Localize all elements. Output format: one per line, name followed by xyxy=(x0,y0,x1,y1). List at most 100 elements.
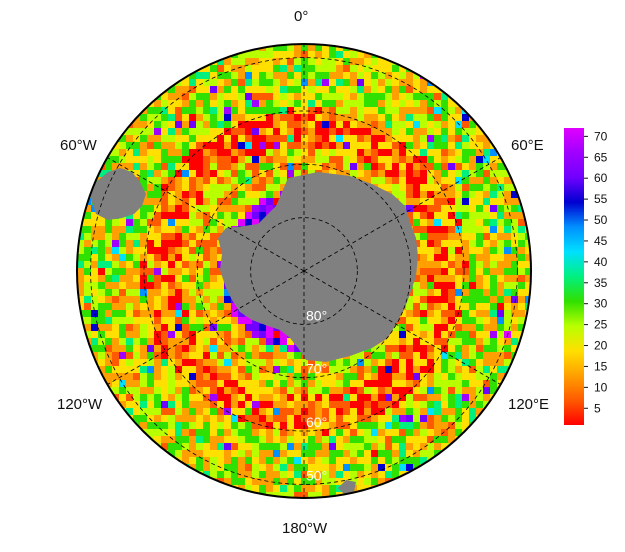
data-cell xyxy=(434,100,442,108)
data-cell xyxy=(308,450,316,458)
data-cell xyxy=(476,128,484,136)
data-cell xyxy=(301,100,309,108)
data-cell xyxy=(413,135,421,143)
data-cell xyxy=(301,457,309,465)
data-cell xyxy=(308,79,316,87)
data-cell xyxy=(525,240,531,248)
data-cell xyxy=(161,317,169,325)
data-cell xyxy=(273,79,281,87)
data-cell xyxy=(231,142,239,150)
data-cell xyxy=(385,436,393,444)
data-cell xyxy=(462,135,470,143)
data-cell xyxy=(259,156,267,164)
data-cell xyxy=(343,65,351,73)
data-cell xyxy=(182,401,190,409)
data-cell xyxy=(441,401,449,409)
data-cell xyxy=(301,422,309,430)
data-cell xyxy=(287,128,295,136)
data-cell xyxy=(399,142,407,150)
data-cell xyxy=(462,226,470,234)
data-cell xyxy=(434,184,442,192)
data-cell xyxy=(504,268,512,276)
data-cell xyxy=(238,471,246,479)
data-cell xyxy=(266,415,274,423)
data-cell xyxy=(189,107,197,115)
data-cell xyxy=(91,219,99,227)
data-cell xyxy=(210,429,218,437)
data-cell xyxy=(182,303,190,311)
data-cell xyxy=(91,317,99,325)
data-cell xyxy=(182,184,190,192)
data-cell xyxy=(483,387,491,395)
data-cell xyxy=(518,268,526,276)
data-cell xyxy=(294,128,302,136)
data-cell xyxy=(420,163,428,171)
data-cell xyxy=(175,317,183,325)
data-cell xyxy=(343,170,351,178)
data-cell xyxy=(413,373,421,381)
data-cell xyxy=(308,443,316,451)
data-cell xyxy=(343,450,351,458)
data-cell xyxy=(252,184,260,192)
data-cell xyxy=(455,296,463,304)
data-cell xyxy=(343,387,351,395)
data-cell xyxy=(392,464,400,472)
data-cell xyxy=(126,303,134,311)
data-cell xyxy=(448,233,456,241)
data-cell xyxy=(175,268,183,276)
data-cell xyxy=(259,205,267,213)
data-cell xyxy=(98,282,106,290)
data-cell xyxy=(161,233,169,241)
data-cell xyxy=(217,422,225,430)
data-cell xyxy=(399,408,407,416)
data-cell xyxy=(427,450,435,458)
data-cell xyxy=(315,86,323,94)
data-cell xyxy=(427,268,435,276)
data-cell xyxy=(161,282,169,290)
latitude-labels: 80°70°60°50° xyxy=(306,307,327,483)
data-cell xyxy=(294,65,302,73)
data-cell xyxy=(399,107,407,115)
data-cell xyxy=(315,359,323,367)
data-cell xyxy=(385,485,393,493)
data-cell xyxy=(497,303,505,311)
data-cell xyxy=(189,121,197,129)
data-cell xyxy=(84,247,92,255)
data-cell xyxy=(112,240,120,248)
data-cell xyxy=(483,177,491,185)
data-cell xyxy=(245,191,253,199)
data-cell xyxy=(203,268,211,276)
data-cell xyxy=(462,408,470,416)
data-cell xyxy=(245,72,253,80)
data-cell xyxy=(462,198,470,206)
data-cell xyxy=(231,107,239,115)
data-cell xyxy=(112,163,120,171)
data-cell xyxy=(140,156,148,164)
data-cell xyxy=(357,401,365,409)
data-cell xyxy=(287,485,295,493)
data-cell xyxy=(315,142,323,150)
data-cell xyxy=(420,394,428,402)
data-cell xyxy=(336,135,344,143)
data-cell xyxy=(238,93,246,101)
data-cell xyxy=(301,359,309,367)
data-cell xyxy=(245,478,253,486)
data-cell xyxy=(217,184,225,192)
data-cell xyxy=(224,100,232,108)
data-cell xyxy=(343,380,351,388)
data-cell xyxy=(182,296,190,304)
data-cell xyxy=(175,373,183,381)
data-cell xyxy=(427,86,435,94)
data-cell xyxy=(182,79,190,87)
data-cell xyxy=(462,142,470,150)
data-cell xyxy=(203,240,211,248)
data-cell xyxy=(147,184,155,192)
data-cell xyxy=(224,107,232,115)
data-cell xyxy=(371,107,379,115)
data-cell xyxy=(259,114,267,122)
data-cell xyxy=(497,261,505,269)
data-cell xyxy=(399,352,407,360)
data-cell xyxy=(441,247,449,255)
data-cell xyxy=(140,128,148,136)
data-cell xyxy=(280,380,288,388)
